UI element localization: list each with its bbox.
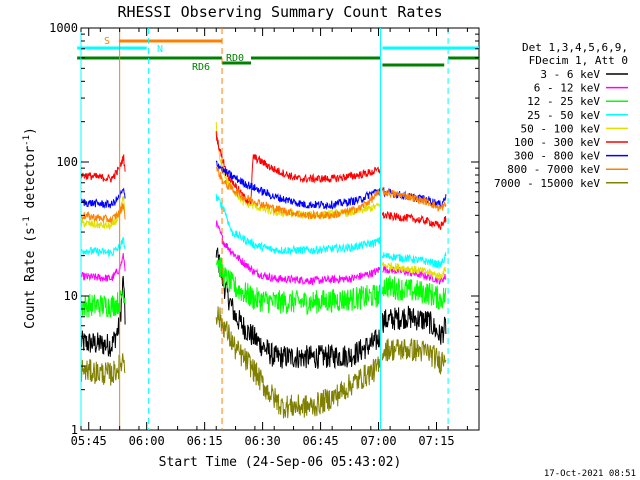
series-line-3-seg1 <box>215 193 381 256</box>
y-axis-label-tail: detector <box>23 146 38 217</box>
series-line-7-seg1 <box>215 165 381 220</box>
x-tick-label-6: 07:15 <box>418 434 454 448</box>
legend-label-5: 100 - 300 keV <box>514 136 600 149</box>
y-axis-label: Count Rate (s-1 detector-1) <box>22 127 38 329</box>
legend-label-6: 300 - 800 keV <box>514 150 600 163</box>
legend-label-2: 12 - 25 keV <box>527 95 600 108</box>
series-line-1-seg0 <box>80 253 126 282</box>
flag-rd6-label: RD6 <box>192 62 210 73</box>
series-line-0-seg1 <box>215 247 381 370</box>
y-axis-label-sup: -1 <box>22 216 32 227</box>
x-axis-label: Start Time (24-Sep-06 05:43:02) <box>159 455 402 470</box>
x-tick-label-5: 07:00 <box>360 434 396 448</box>
series-line-7-seg0 <box>80 202 126 224</box>
legend-header-1: FDecim 1, Att 0 <box>529 54 628 67</box>
y-axis-label-main: Count Rate (s <box>23 227 38 329</box>
series-line-0-seg2 <box>381 305 447 345</box>
y-axis-label-end: ) <box>23 127 38 135</box>
legend-label-1: 6 - 12 keV <box>534 82 601 95</box>
chart-marks <box>80 121 447 419</box>
x-tick-label-3: 06:30 <box>245 434 281 448</box>
legend-label-3: 25 - 50 keV <box>527 109 600 122</box>
y-tick-label-0: 1 <box>71 423 78 437</box>
series-line-6-seg1 <box>215 160 381 211</box>
series-line-8-seg2 <box>381 338 447 375</box>
svg-text:Count Rate (s-1 detector-1): Count Rate (s-1 detector-1) <box>22 127 38 329</box>
series-line-2-seg2 <box>381 275 447 310</box>
y-axis-label-sup2: -1 <box>22 135 32 146</box>
plot-frame <box>80 27 480 431</box>
series-line-1-seg1 <box>215 220 381 286</box>
legend-label-8: 7000 - 15000 keV <box>494 177 600 190</box>
series-line-4-seg0 <box>80 196 126 230</box>
legend: Det 1,3,4,5,6,9,FDecim 1, Att 03 - 6 keV… <box>494 41 628 190</box>
legend-label-4: 50 - 100 keV <box>521 122 601 135</box>
series-line-6-seg0 <box>80 187 126 209</box>
series-line-8-seg1 <box>215 306 381 419</box>
series-line-5-seg0 <box>80 154 126 183</box>
axes: 05:45 06:00 06:15 06:30 06:45 07:00 07:15 1 10 10… <box>49 21 479 448</box>
legend-header-0: Det 1,3,4,5,6,9, <box>522 41 628 54</box>
series-line-3-seg0 <box>80 236 126 258</box>
legend-label-7: 800 - 7000 keV <box>507 163 600 176</box>
series-line-5-seg2 <box>381 211 447 231</box>
y-tick-label-1: 10 <box>64 289 78 303</box>
x-tick-label-2: 06:15 <box>187 434 223 448</box>
series-line-2-seg0 <box>80 289 126 318</box>
series-line-2-seg1 <box>215 257 381 315</box>
series-line-8-seg0 <box>80 353 126 386</box>
status-flags: S N RD0 RD6 <box>77 28 479 430</box>
legend-label-0: 3 - 6 keV <box>540 68 600 81</box>
series-line-7-seg2 <box>381 186 447 212</box>
y-tick-label-3: 1000 <box>49 21 78 35</box>
series-line-0-seg0 <box>80 275 126 357</box>
chart-title: RHESSI Observing Summary Count Rates <box>117 3 442 21</box>
flag-rd0-label: RD0 <box>226 53 244 64</box>
flag-n-label: N <box>157 44 163 55</box>
series-line-4-seg2 <box>381 262 447 281</box>
flag-s-label: S <box>104 36 110 47</box>
x-tick-label-4: 06:45 <box>303 434 339 448</box>
x-tick-label-0: 05:45 <box>71 434 107 448</box>
series-line-5-seg1 <box>215 131 381 205</box>
footer-timestamp: 17-Oct-2021 08:51 <box>544 469 636 479</box>
series-line-3-seg2 <box>381 251 447 269</box>
y-tick-label-2: 100 <box>56 155 78 169</box>
x-tick-label-1: 06:00 <box>129 434 165 448</box>
